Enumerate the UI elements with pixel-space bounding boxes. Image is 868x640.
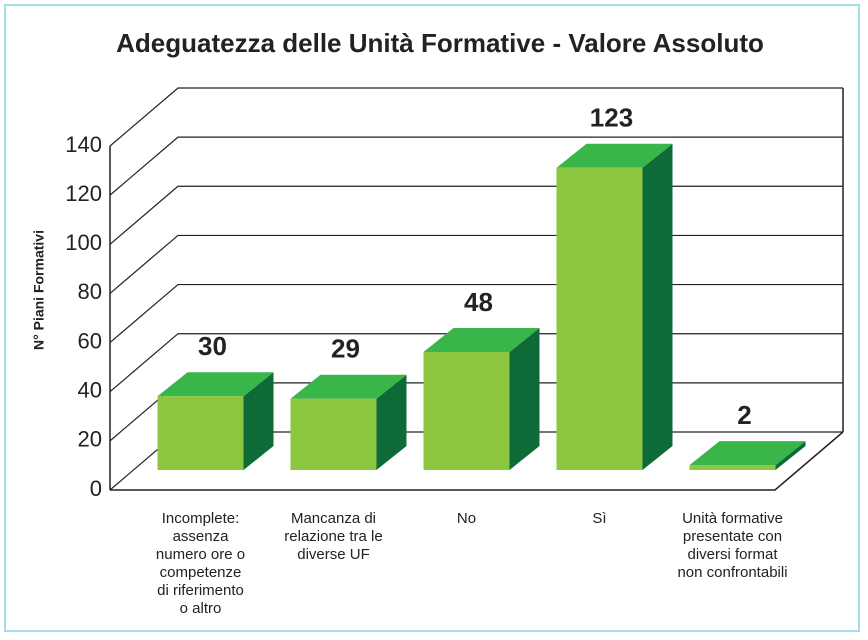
value-label: 48 [464, 287, 493, 317]
bar [423, 352, 510, 470]
x-tick-label: Unità formative presentate con diversi f… [677, 510, 788, 581]
bar-side [642, 143, 673, 470]
x-tick-label: Mancanza di relazione tra le diverse UF [284, 510, 383, 563]
bar-top [689, 441, 806, 466]
bar-side [243, 372, 274, 470]
bar [290, 398, 377, 470]
y-tick-label: 80 [78, 279, 102, 304]
y-axis-label: N° Piani Formativi [31, 230, 47, 350]
bar-top [556, 143, 673, 168]
value-label: 2 [737, 400, 751, 430]
frame [4, 4, 860, 632]
chart-title: Adeguatezza delle Unità Formative - Valo… [116, 28, 764, 58]
y-tick-label: 0 [90, 476, 102, 501]
y-tick-label: 20 [78, 427, 102, 452]
value-label: 29 [331, 334, 360, 364]
x-tick-label: Sì [592, 510, 607, 527]
y-tick-label: 40 [78, 378, 102, 403]
bar-side [376, 374, 407, 470]
value-label: 30 [198, 331, 227, 361]
floor [110, 431, 844, 491]
grid-line [109, 87, 843, 147]
bar-side [775, 441, 806, 470]
y-tick-label: 120 [65, 181, 102, 206]
bar-top [423, 328, 540, 353]
bar [556, 167, 643, 470]
x-tick-label: Incomplete: assenza numero ore o compete… [155, 510, 246, 617]
y-tick-label: 140 [65, 132, 102, 157]
bar [689, 465, 776, 470]
bar-top [290, 374, 407, 399]
value-label: 123 [590, 103, 633, 133]
grid-line [109, 136, 843, 196]
bar [157, 396, 244, 470]
y-tick-label: 100 [65, 230, 102, 255]
bar-top [157, 372, 274, 397]
bar-side [509, 328, 540, 470]
x-tick-label: No [456, 510, 477, 527]
y-tick-label: 60 [78, 328, 102, 353]
